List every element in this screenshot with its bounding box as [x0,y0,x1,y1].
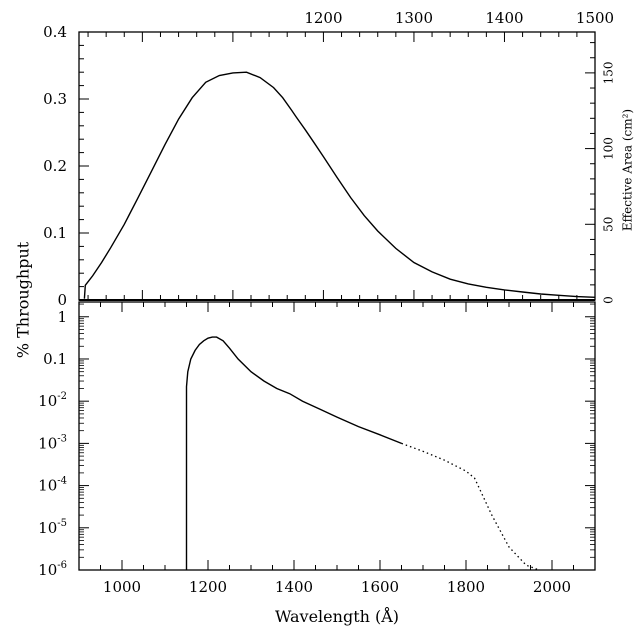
bottom-x-tick-label: 2000 [533,578,571,596]
right-y-tick-label: 0 [602,296,616,304]
top-panel-series [83,71,596,299]
top-y-tick-label: 0.2 [43,157,67,175]
top-throughput-line [83,71,596,299]
bottom-x-tick-label: 1400 [275,578,313,596]
top-panel-frame [78,31,596,301]
bottom-throughput-line [185,336,402,570]
right-axis-label: Effective Area (cm²) [621,109,635,231]
top-y-tick-label: 0.3 [43,90,67,108]
bottom-y-tick-label: 10-6 [38,560,67,579]
bottom-x-tick-label: 1000 [103,578,141,596]
bottom-x-tick-label: 1800 [447,578,485,596]
bottom-y-tick-label: 10-3 [38,433,67,452]
top-x-tick-label: 1400 [485,9,523,27]
x-axis-label: Wavelength (Å) [275,606,399,626]
bottom-panel-series [185,336,540,571]
right-y-tick-label: 50 [602,217,616,232]
bottom-y-tick-label: 1 [57,308,67,326]
bottom-y-tick-label: 0.1 [43,350,67,368]
right-y-tick-label: 150 [602,61,616,84]
bottom-panel-frame [78,301,596,571]
y-axis-label: % Throughput [14,241,33,358]
bottom-y-tick-label: 10-2 [38,391,67,410]
top-x-tick-label: 1300 [395,9,433,27]
bottom-panel-ticks: 1000 1200 1400 1600 1800 2000 1 0.1 10-2 10-3 10-4… [38,302,596,596]
top-panel-ticks: 1200 1300 1400 1500 0 0.1 0.2 0.3 0.4 0 50 100 150 [43,9,615,309]
bottom-x-tick-label: 1200 [189,578,227,596]
top-y-tick-label: 0.4 [43,23,67,41]
bottom-x-tick-label: 1600 [361,578,399,596]
right-y-tick-label: 100 [602,137,616,160]
bottom-y-tick-label: 10-5 [38,518,67,537]
bottom-throughput-dotted-line [401,442,540,571]
bottom-y-tick-label: 10-4 [38,476,67,495]
top-y-tick-label: 0 [57,291,67,309]
top-x-tick-label: 1500 [576,9,614,27]
top-y-tick-label: 0.1 [43,224,67,242]
top-x-tick-label: 1200 [304,9,342,27]
